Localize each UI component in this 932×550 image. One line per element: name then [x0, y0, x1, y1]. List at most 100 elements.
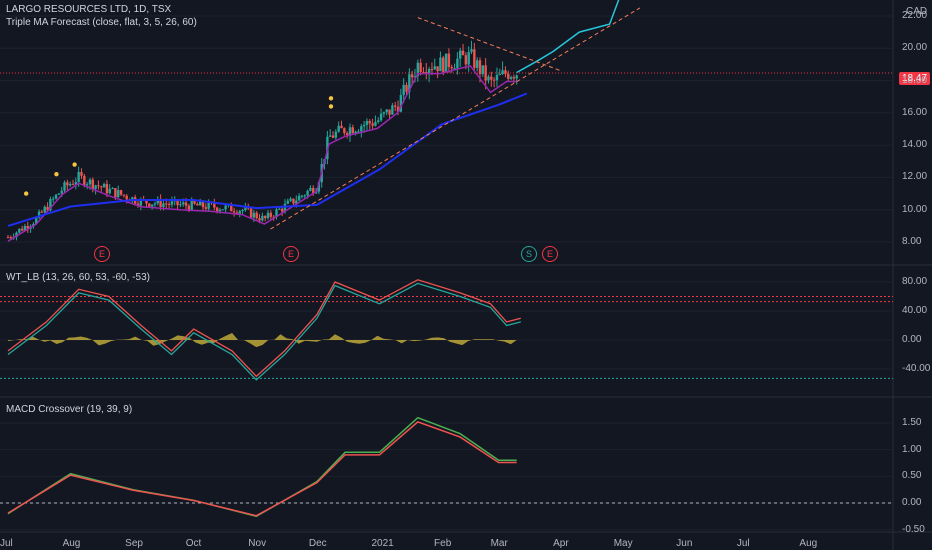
candle-body [66, 182, 69, 186]
candle-body [218, 209, 222, 212]
candle-body [83, 175, 86, 186]
candle-body [328, 135, 332, 137]
price-tick-label: 20.00 [902, 42, 928, 54]
price-tick-label: 8.00 [902, 236, 922, 247]
candle-body [68, 183, 72, 186]
candle-body [187, 205, 191, 210]
event-marker-earnings[interactable]: E [542, 246, 558, 262]
candle-body [232, 211, 236, 213]
candle-body [306, 190, 309, 196]
time-tick-label: Jun [676, 538, 693, 549]
candle-body [49, 199, 52, 211]
candle-body [221, 209, 224, 211]
macd-tick-label: -0.50 [902, 523, 925, 535]
candle-body [176, 199, 179, 206]
candle-body [241, 209, 244, 211]
candle-body [495, 74, 499, 81]
candle-body [114, 188, 117, 198]
price-tick-label: 10.00 [902, 203, 928, 215]
candle-body [461, 50, 465, 56]
time-tick-label: Feb [434, 538, 452, 549]
candle-body [230, 204, 233, 212]
candle-body [9, 237, 13, 239]
candle-body [252, 212, 256, 218]
candle-body [153, 203, 157, 205]
candle-body [481, 65, 485, 75]
candle-body [261, 215, 264, 221]
event-marker-split[interactable]: S [521, 246, 537, 262]
candle-body [492, 79, 496, 81]
candle-body [43, 206, 46, 213]
candle-body [165, 203, 168, 205]
candle-body [170, 201, 174, 205]
indicator-title-macd[interactable]: MACD Crossover (19, 39, 9) [6, 404, 133, 415]
candle-body [297, 195, 301, 201]
macd-tick-label: 0.00 [902, 497, 922, 508]
candle-body [20, 228, 24, 231]
candle-body [46, 206, 49, 211]
candle-body [18, 228, 21, 233]
candle-body [193, 200, 196, 204]
candle-body [255, 212, 258, 219]
candle-body [145, 199, 148, 204]
candle-body [331, 135, 335, 138]
candle-body [430, 69, 434, 71]
candle-body [377, 120, 380, 123]
candle-body [354, 131, 357, 134]
candle-body [450, 67, 453, 69]
symbol-title[interactable]: LARGO RESOURCES LTD, 1D, TSX [6, 4, 172, 15]
support-trendline [270, 7, 641, 230]
time-tick-label: 2021 [371, 538, 394, 549]
candle-body [148, 203, 151, 207]
candle-body [136, 203, 140, 206]
candle-body [447, 53, 451, 68]
event-marker-earnings[interactable]: E [94, 246, 110, 262]
candle-body [405, 84, 408, 92]
candle-body [156, 198, 159, 204]
candle-body [105, 183, 109, 194]
price-tick-label: 18.00 [902, 74, 928, 86]
wt-tick-label: 40.00 [902, 305, 928, 316]
candle-body [402, 84, 405, 96]
candle-body [433, 66, 436, 70]
event-marker-earnings[interactable]: E [283, 246, 299, 262]
candle-body [60, 190, 63, 194]
candle-body [150, 204, 154, 207]
candle-body [467, 51, 470, 65]
candle-body [283, 203, 287, 212]
price-tick-label: 14.00 [902, 139, 928, 151]
candle-body [119, 190, 123, 195]
candle-body [100, 186, 103, 188]
candle-body [215, 207, 219, 212]
time-tick-label: Aug [62, 538, 81, 549]
candle-body [360, 126, 363, 132]
candle-body [57, 193, 61, 195]
candle-body [249, 208, 253, 218]
candle-body [263, 215, 267, 219]
candle-body [473, 49, 476, 68]
candle-body [269, 212, 273, 217]
candle-body [63, 182, 66, 191]
macd-signal-line [7, 416, 517, 518]
candle-body [427, 69, 431, 74]
candle-body [515, 75, 518, 79]
candle-body [512, 77, 516, 79]
time-tick-label: Aug [799, 538, 818, 549]
candle-body [475, 60, 479, 68]
candle-body [396, 106, 400, 112]
indicator-title-wt[interactable]: WT_LB (13, 26, 60, 53, -60, -53) [6, 272, 150, 283]
candle-body [280, 208, 284, 212]
time-tick-label: Jul [736, 538, 750, 549]
candle-body [371, 123, 374, 126]
time-tick-label: Nov [248, 538, 267, 549]
macd-line [7, 421, 517, 517]
indicator-title-ma[interactable]: Triple MA Forecast (close, flat, 3, 5, 2… [6, 17, 197, 28]
candle-body [394, 105, 397, 107]
candle-body [388, 109, 391, 115]
candle-body [207, 202, 210, 209]
candle-body [74, 182, 78, 185]
candle-body [362, 124, 366, 127]
candle-body [190, 200, 193, 210]
candle-body [343, 128, 346, 134]
